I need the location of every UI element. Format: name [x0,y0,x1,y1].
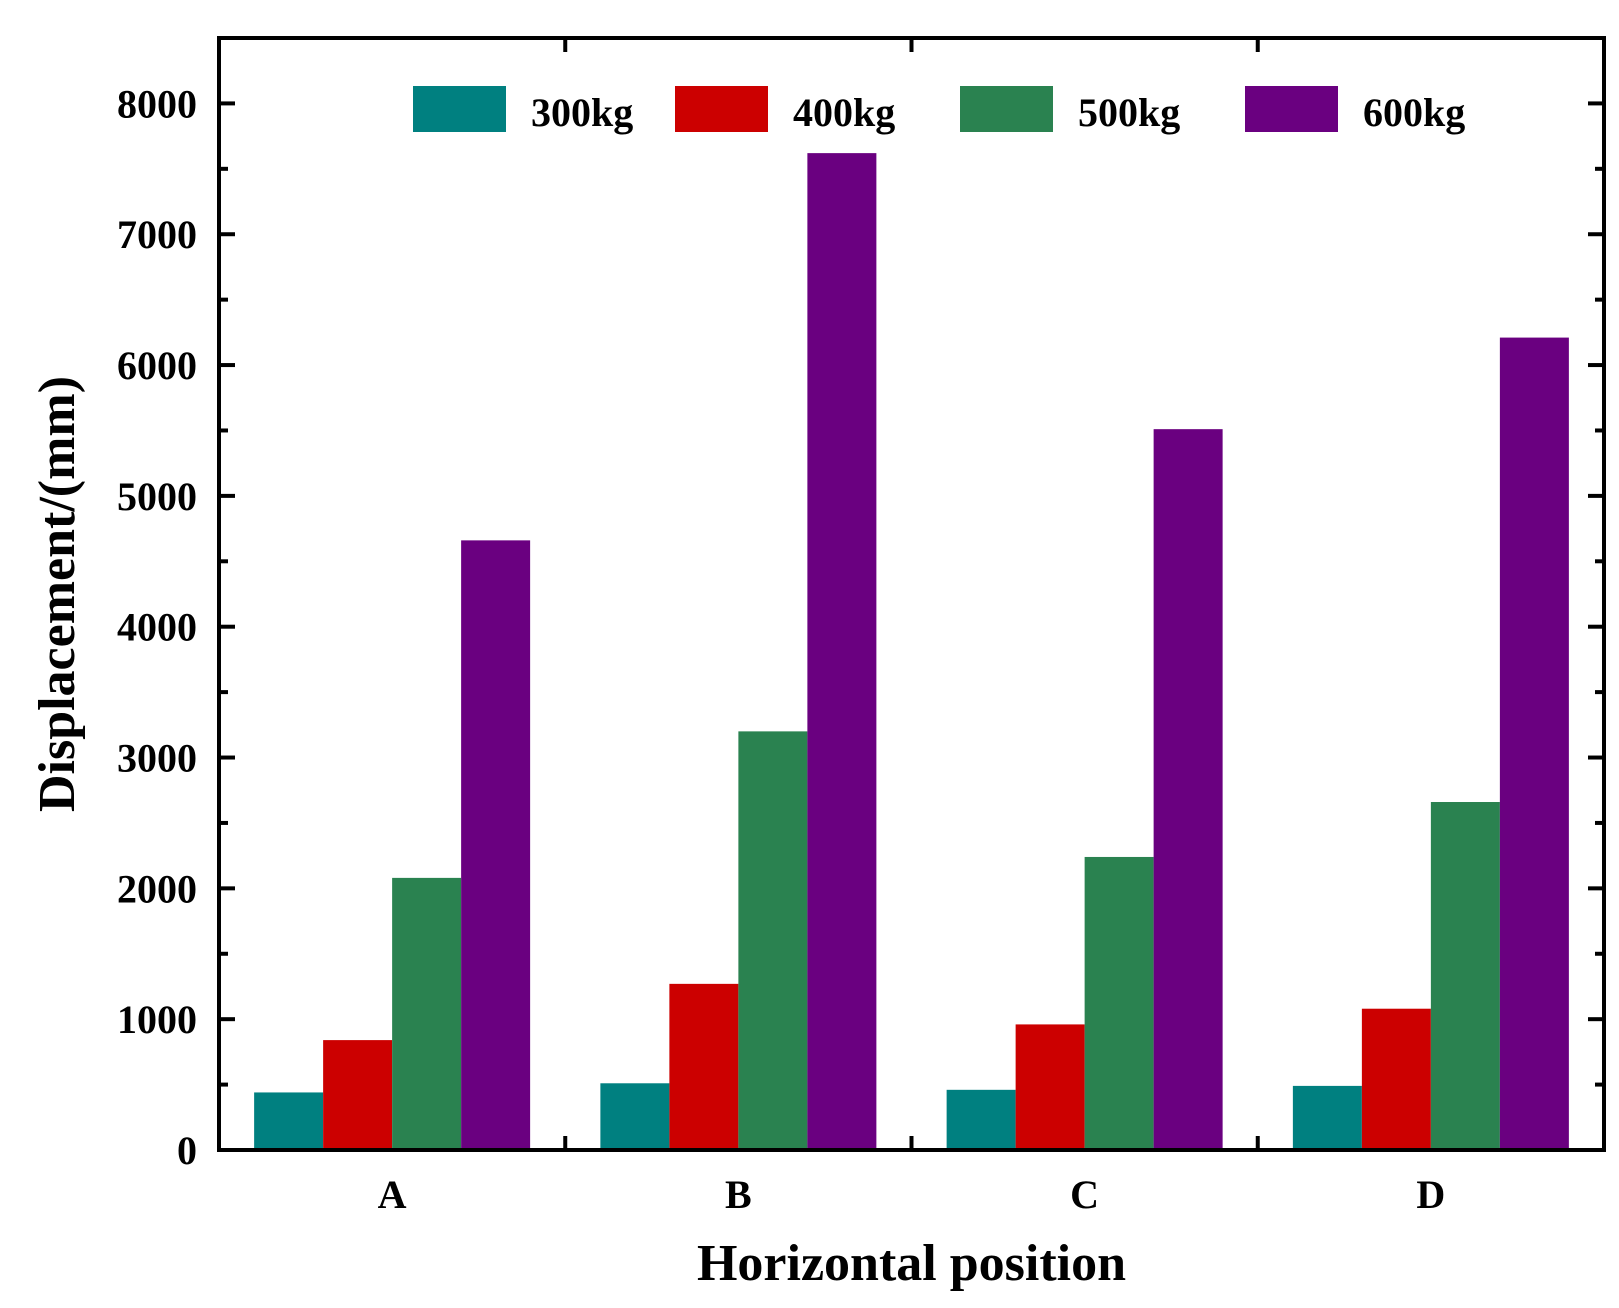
y-tick-label: 3000 [117,736,197,781]
bar-400kg-B [669,983,739,1150]
x-axis-title: Horizontal position [697,1235,1126,1292]
legend: 300kg 400kg 500kg 600kg [413,86,1465,135]
x-tick-label: C [1070,1172,1099,1217]
bar-300kg-A [254,1092,324,1150]
x-tick-labels: A B C D [378,1172,1446,1217]
bar-500kg-A [392,877,462,1150]
bar-300kg-D [1292,1085,1362,1150]
legend-swatch-400kg [675,86,768,132]
legend-swatch-300kg [413,86,506,132]
x-tick-label: D [1416,1172,1445,1217]
bar-300kg-B [600,1083,670,1150]
bar-400kg-D [1361,1008,1431,1150]
bar-500kg-D [1430,802,1500,1150]
x-tick-label: A [378,1172,407,1217]
bar-600kg-C [1153,429,1223,1150]
bar-500kg-B [738,731,808,1150]
bar-500kg-C [1084,856,1154,1150]
y-tick-label: 1000 [117,997,197,1042]
bar-400kg-C [1015,1024,1085,1150]
legend-swatch-600kg [1245,86,1338,132]
legend-swatch-500kg [960,86,1053,132]
y-tick-label: 2000 [117,866,197,911]
y-tick-label: 7000 [117,212,197,257]
y-axis-title: Displacement/(mm) [29,376,86,812]
y-tick-labels: 0 1000 2000 3000 4000 5000 6000 7000 8000 [117,81,197,1173]
x-tick-label: B [725,1172,752,1217]
axes-layer [217,36,1606,1152]
bar-600kg-B [807,153,877,1151]
bar-300kg-C [946,1089,1016,1150]
bars-layer [254,153,1569,1151]
legend-label-300kg: 300kg [531,90,633,135]
y-tick-label: 6000 [117,343,197,388]
bar-600kg-A [461,540,531,1150]
y-tick-label: 0 [177,1128,197,1173]
bar-600kg-D [1499,337,1569,1150]
legend-label-400kg: 400kg [793,90,895,135]
y-tick-label: 8000 [117,81,197,126]
bar-400kg-A [323,1040,393,1150]
legend-label-500kg: 500kg [1078,90,1180,135]
y-tick-label: 4000 [117,605,197,650]
y-tick-label: 5000 [117,474,197,519]
legend-label-600kg: 600kg [1363,90,1465,135]
